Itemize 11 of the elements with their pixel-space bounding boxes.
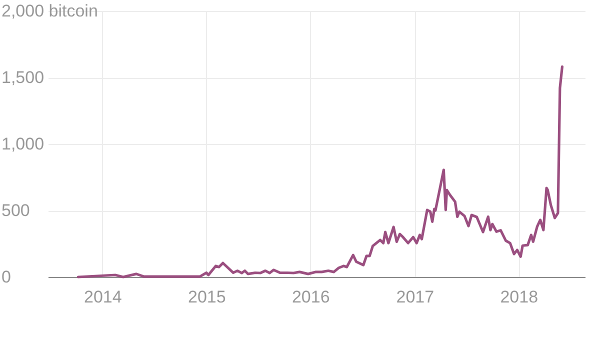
x-tick-label: 2015 <box>188 288 226 306</box>
line-series <box>76 65 564 278</box>
y-tick-label: 0 <box>2 268 11 286</box>
x-tick-label: 2017 <box>396 288 434 306</box>
y-tick-label: 1,500 <box>2 68 44 87</box>
y-tick-label: 2,000 bitcoin <box>2 2 98 20</box>
x-tick-label: 2018 <box>500 288 538 306</box>
x-tick-label: 2014 <box>84 288 122 306</box>
y-tick-label: 1,000 <box>2 134 44 154</box>
x-tick-label: 2016 <box>292 288 330 306</box>
y-tick-label: 500 <box>2 201 30 220</box>
